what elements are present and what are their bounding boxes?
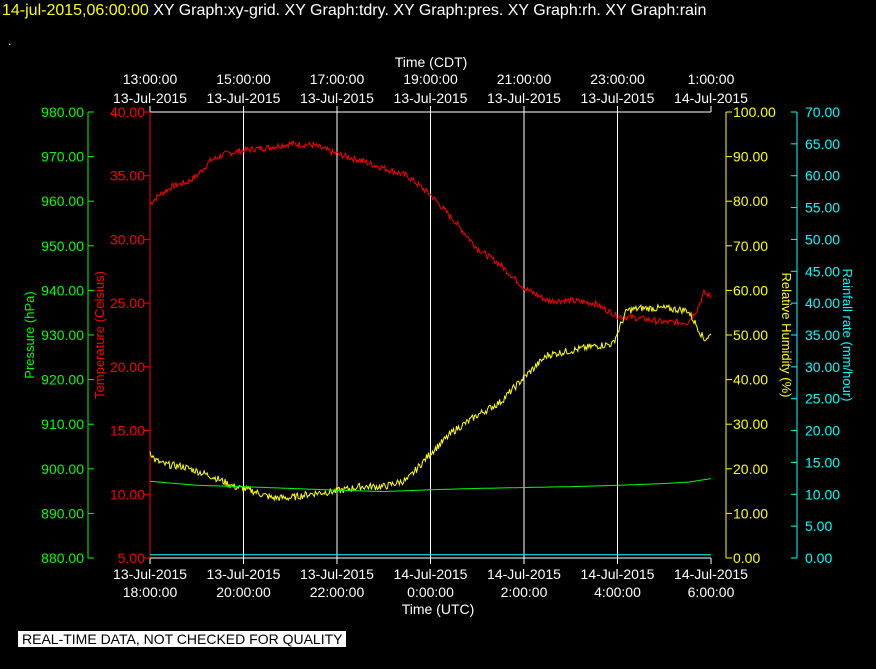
bottom-tick-label: 13-Jul-2015 — [300, 566, 374, 582]
rain-tick-label: 25.00 — [805, 391, 840, 407]
quality-notice: REAL-TIME DATA, NOT CHECKED FOR QUALITY — [18, 631, 347, 647]
temperature-tick-label: 25.00 — [110, 295, 145, 311]
rain-tick-label: 35.00 — [805, 327, 840, 343]
bottom-tick-label: 18:00:00 — [123, 584, 178, 600]
humidity-tick-label: 30.00 — [733, 416, 768, 432]
rain-tick-label: 10.00 — [805, 486, 840, 502]
pressure-tick-label: 920.00 — [41, 372, 84, 388]
rain-tick-label: 20.00 — [805, 423, 840, 439]
pressure-axis-title: Pressure (hPa) — [22, 291, 37, 378]
pressure-tick-label: 910.00 — [41, 416, 84, 432]
temperature-tick-label: 40.00 — [110, 104, 145, 120]
bottom-tick-label: 20:00:00 — [216, 584, 271, 600]
pressure-tick-label: 930.00 — [41, 327, 84, 343]
tdry-series-line — [149, 140, 712, 327]
humidity-tick-label: 60.00 — [733, 282, 768, 298]
header-title: XY Graph:xy-grid. XY Graph:tdry. XY Grap… — [148, 2, 707, 19]
temperature-tick-label: 30.00 — [110, 231, 145, 247]
bottom-tick-label: 14-Jul-2015 — [487, 566, 561, 582]
humidity-tick-label: 90.00 — [733, 149, 768, 165]
top-tick-label: 13-Jul-2015 — [300, 90, 374, 106]
top-tick-label: 13-Jul-2015 — [207, 90, 281, 106]
rain-tick-label: 55.00 — [805, 200, 840, 216]
bottom-tick-label: 0:00:00 — [407, 584, 454, 600]
humidity-tick-label: 50.00 — [733, 327, 768, 343]
pressure-tick-label: 940.00 — [41, 282, 84, 298]
temperature-tick-label: 20.00 — [110, 359, 145, 375]
bottom-tick-label: 22:00:00 — [310, 584, 365, 600]
pressure-tick-label: 980.00 — [41, 104, 84, 120]
top-tick-label: 21:00:00 — [497, 71, 552, 87]
rain-tick-label: 50.00 — [805, 231, 840, 247]
rain-tick-label: 40.00 — [805, 295, 840, 311]
header-dot: . — [8, 34, 12, 48]
bottom-tick-label: 13-Jul-2015 — [207, 566, 281, 582]
humidity-tick-label: 20.00 — [733, 461, 768, 477]
top-tick-label: 14-Jul-2015 — [674, 90, 748, 106]
humidity-tick-label: 10.00 — [733, 505, 768, 521]
pressure-tick-label: 960.00 — [41, 193, 84, 209]
bottom-tick-label: 4:00:00 — [594, 584, 641, 600]
rh-series-line — [149, 303, 712, 502]
top-tick-label: 1:00:00 — [688, 71, 735, 87]
rain-tick-label: 30.00 — [805, 359, 840, 375]
top-tick-label: 13-Jul-2015 — [581, 90, 655, 106]
temperature-tick-label: 10.00 — [110, 486, 145, 502]
top-tick-label: 23:00:00 — [590, 71, 645, 87]
top-tick-label: 19:00:00 — [403, 71, 458, 87]
humidity-tick-label: 70.00 — [733, 238, 768, 254]
rain-tick-label: 70.00 — [805, 104, 840, 120]
pres-series-line — [149, 478, 712, 492]
temperature-axis-title: Temperature (Celsius) — [92, 271, 107, 399]
pressure-tick-label: 950.00 — [41, 238, 84, 254]
humidity-tick-label: 40.00 — [733, 372, 768, 388]
temperature-tick-label: 5.00 — [118, 550, 145, 566]
pressure-tick-label: 890.00 — [41, 505, 84, 521]
humidity-tick-label: 80.00 — [733, 193, 768, 209]
bottom-axis-title: Time (UTC) — [402, 601, 475, 617]
temperature-tick-label: 15.00 — [110, 423, 145, 439]
temperature-tick-label: 35.00 — [110, 168, 145, 184]
bottom-tick-label: 2:00:00 — [501, 584, 548, 600]
rain-tick-label: 0.00 — [805, 550, 832, 566]
bottom-tick-label: 14-Jul-2015 — [581, 566, 655, 582]
humidity-tick-label: 100.00 — [733, 104, 776, 120]
rain-tick-label: 65.00 — [805, 136, 840, 152]
humidity-tick-label: 0.00 — [733, 550, 760, 566]
rain-tick-label: 60.00 — [805, 168, 840, 184]
header-bar: 14-jul-2015,06:00:00 XY Graph:xy-grid. X… — [2, 2, 706, 20]
pressure-tick-label: 970.00 — [41, 149, 84, 165]
bottom-tick-label: 14-Jul-2015 — [674, 566, 748, 582]
bottom-tick-label: 13-Jul-2015 — [113, 566, 187, 582]
top-tick-label: 15:00:00 — [216, 71, 271, 87]
top-tick-label: 17:00:00 — [310, 71, 365, 87]
rain-axis-title: Rainfall rate (mm/hour) — [840, 269, 855, 402]
humidity-axis-title: Relative Humidity (%) — [779, 273, 794, 398]
bottom-tick-label: 14-Jul-2015 — [394, 566, 468, 582]
top-axis-title: Time (CDT) — [395, 54, 468, 70]
pressure-tick-label: 880.00 — [41, 550, 84, 566]
bottom-tick-label: 6:00:00 — [688, 584, 735, 600]
pressure-tick-label: 900.00 — [41, 461, 84, 477]
top-tick-label: 13-Jul-2015 — [113, 90, 187, 106]
top-tick-label: 13-Jul-2015 — [394, 90, 468, 106]
header-datetime: 14-jul-2015,06:00:00 — [2, 2, 149, 19]
rain-tick-label: 5.00 — [805, 518, 832, 534]
rain-tick-label: 45.00 — [805, 263, 840, 279]
top-tick-label: 13-Jul-2015 — [487, 90, 561, 106]
top-tick-label: 13:00:00 — [123, 71, 178, 87]
rain-tick-label: 15.00 — [805, 454, 840, 470]
